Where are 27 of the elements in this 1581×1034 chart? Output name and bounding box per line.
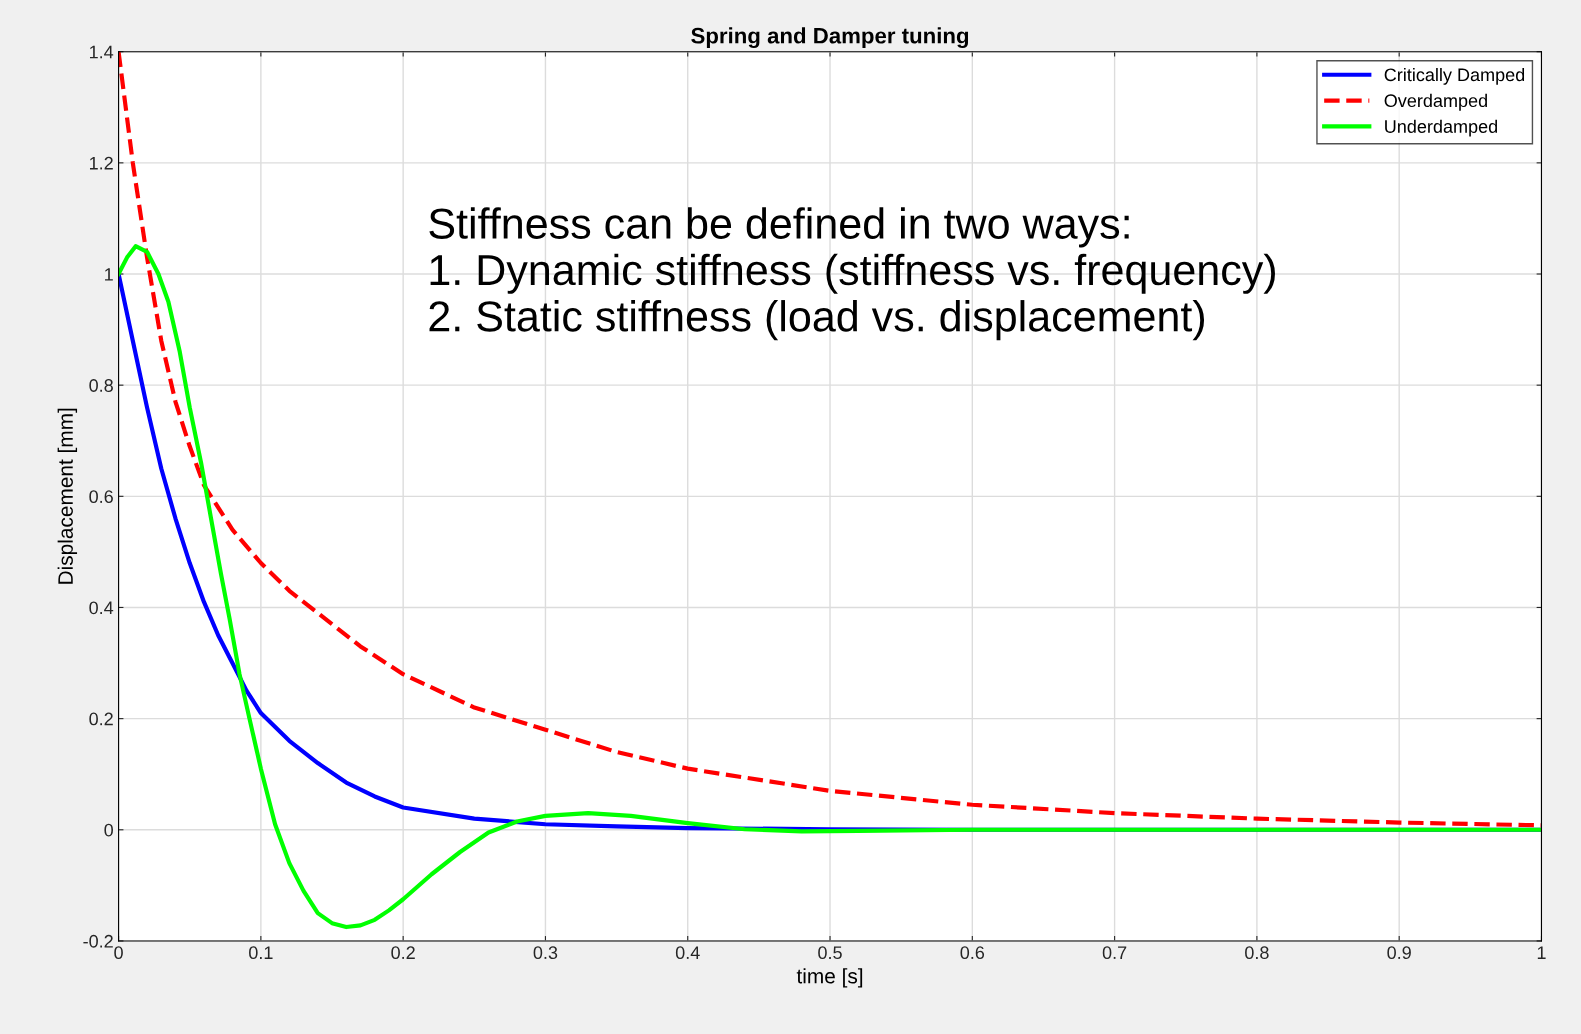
x-tick-label: 0.6 bbox=[960, 946, 985, 960]
y-tick-label: 0.2 bbox=[89, 712, 113, 726]
x-tick-label: 0.3 bbox=[533, 946, 558, 960]
y-tick-label: 1.2 bbox=[89, 156, 113, 170]
y-tick-label: 0.6 bbox=[89, 490, 113, 504]
x-tick-label: 0.7 bbox=[1102, 946, 1127, 960]
x-axis-title: time [s] bbox=[796, 968, 863, 988]
y-tick-label: 1.4 bbox=[89, 45, 114, 59]
y-tick-label: 0.8 bbox=[89, 379, 113, 392]
x-tick-label: 0 bbox=[114, 946, 123, 960]
chart-title: Spring and Damper tuning bbox=[691, 27, 969, 49]
x-tick-label: 0.5 bbox=[818, 946, 842, 960]
y-tick-label: 0.4 bbox=[89, 601, 114, 615]
annotation: Stiffness can be defined in two ways: 1. Dynamic stiffness (stiffness vs. frequency) 2. Static stiffness (load vs. displacement) bbox=[429, 207, 1275, 341]
x-tick-label: 0.2 bbox=[391, 946, 415, 960]
legend-label: Underdamped bbox=[1385, 119, 1498, 137]
y-tick-label: -0.2 bbox=[83, 934, 113, 948]
x-tick-label: 1 bbox=[1537, 946, 1546, 959]
x-tick-label: 0.4 bbox=[675, 946, 700, 960]
legend-label: Overdamped bbox=[1384, 93, 1487, 111]
y-tick-label: 0 bbox=[104, 823, 114, 837]
y-axis-title: Displacement [mm] bbox=[57, 408, 78, 584]
y-tick-label: 1 bbox=[105, 268, 113, 281]
x-tick-label: 0.1 bbox=[249, 946, 273, 960]
legend-label: Critically Damped bbox=[1384, 67, 1525, 85]
x-tick-label: 0.8 bbox=[1245, 946, 1269, 960]
x-tick-label: 0.9 bbox=[1387, 946, 1411, 960]
